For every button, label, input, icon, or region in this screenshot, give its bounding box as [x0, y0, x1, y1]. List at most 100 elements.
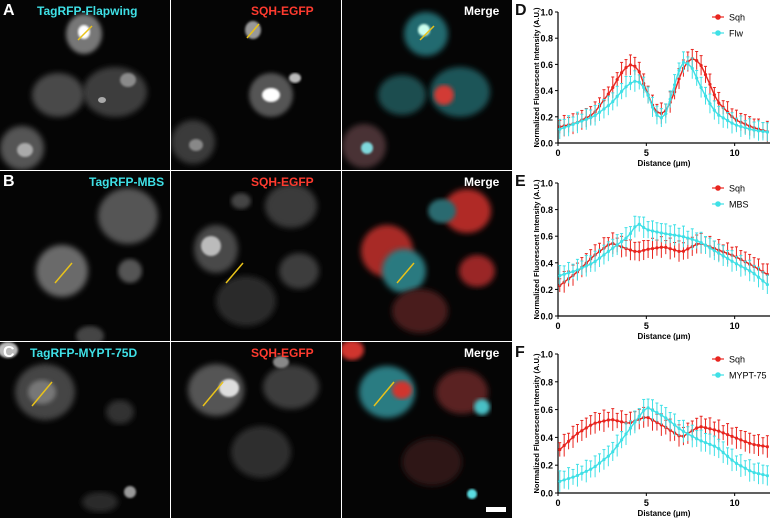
data-point — [646, 228, 650, 232]
data-point — [668, 419, 672, 424]
legend-entry: Sqh — [729, 184, 745, 194]
panel-b-merge: Merge — [342, 171, 512, 341]
data-point — [765, 474, 769, 478]
y-tick-label: 1.0 — [540, 350, 553, 360]
data-point — [717, 429, 721, 433]
y-tick-label: 0.2 — [540, 285, 553, 295]
x-axis-label: Distance (μm) — [638, 159, 691, 168]
panel-a-flapwing: A TagRFP-Flapwing — [0, 0, 170, 170]
data-point — [690, 237, 694, 241]
data-point — [752, 128, 756, 132]
label-merge-c: Merge — [464, 346, 500, 360]
data-point — [668, 97, 672, 101]
x-tick-label: 10 — [730, 498, 740, 508]
data-point — [730, 458, 734, 462]
data-point — [611, 450, 615, 454]
chart-f-svg: 0.0 0.2 0.4 0.6 0.8 1.0 0 5 10 Distance (μm) Norma… — [532, 350, 770, 518]
data-point — [580, 471, 584, 476]
data-point — [765, 445, 769, 449]
data-point — [593, 421, 597, 425]
data-point — [575, 473, 580, 478]
data-point — [589, 116, 593, 120]
data-point — [761, 444, 765, 448]
data-point — [646, 93, 650, 97]
data-point — [739, 438, 743, 442]
data-point — [611, 85, 615, 90]
data-point — [584, 469, 588, 473]
data-point — [597, 256, 602, 260]
data-point — [673, 423, 677, 427]
x-tick-label: 10 — [730, 148, 740, 158]
scale-bar — [486, 507, 506, 512]
data-point — [633, 79, 637, 83]
data-point — [673, 83, 677, 87]
data-point — [756, 472, 761, 476]
y-axis-label: Normalized Fluorescent Intensity (A.U.) — [532, 179, 541, 320]
data-point — [681, 235, 686, 239]
x-axis-label: Distance (μm) — [638, 332, 691, 341]
data-point — [650, 408, 655, 412]
panel-letter-d: D — [515, 2, 527, 19]
data-point — [615, 419, 619, 423]
label-tagrfp-mypt-75d: TagRFP-MYPT-75D — [30, 346, 138, 360]
micrograph-b1 — [36, 188, 158, 341]
data-point — [730, 259, 734, 263]
data-point — [721, 116, 725, 120]
data-point — [761, 129, 765, 134]
data-point — [628, 426, 633, 430]
data-point — [708, 246, 712, 250]
data-point — [703, 73, 708, 77]
data-point — [589, 423, 593, 427]
panel-b-mbs: B TagRFP-MBS — [0, 171, 170, 341]
data-point — [712, 93, 716, 97]
data-point — [730, 121, 734, 125]
data-point — [712, 108, 716, 112]
panel-b-sqh: SQH-EGFP — [171, 171, 341, 341]
data-point — [584, 264, 588, 268]
data-point — [637, 80, 641, 84]
data-point — [695, 239, 699, 243]
label-sqh-egfp-a: SQH-EGFP — [251, 4, 314, 18]
y-tick-label: 0.0 — [540, 139, 553, 149]
micrograph-b3 — [361, 189, 495, 333]
label-sqh-egfp-c: SQH-EGFP — [251, 346, 314, 360]
y-tick-label: 0.4 — [540, 433, 553, 443]
data-point — [739, 264, 743, 268]
data-point — [690, 434, 694, 438]
y-tick-label: 0.4 — [540, 86, 553, 96]
legend-entry: MBS — [729, 200, 749, 210]
data-point — [602, 419, 606, 423]
data-point — [611, 418, 615, 422]
y-tick-label: 0.8 — [540, 34, 553, 44]
data-point — [756, 443, 761, 447]
micrograph-a1 — [0, 14, 147, 170]
series-mypt-75 — [558, 398, 769, 492]
data-point — [686, 236, 690, 240]
data-point — [606, 249, 610, 254]
panel-letter-c: C — [3, 344, 15, 361]
data-point — [699, 240, 703, 245]
data-point — [695, 59, 699, 63]
y-tick-label: 0.8 — [540, 205, 553, 215]
data-point — [620, 239, 624, 244]
data-point — [633, 249, 637, 253]
data-point — [655, 113, 659, 117]
data-point — [708, 427, 712, 431]
data-point — [761, 473, 765, 477]
data-point — [642, 225, 646, 230]
data-point — [615, 243, 619, 247]
y-axis-label: Normalized Fluorescent Intensity (A.U.) — [532, 353, 541, 494]
data-point — [620, 420, 624, 424]
data-point — [756, 275, 761, 279]
data-point — [567, 124, 571, 128]
data-point — [734, 262, 739, 266]
data-point — [743, 126, 747, 130]
data-point — [690, 66, 694, 70]
data-point — [739, 124, 743, 129]
label-merge-a: Merge — [464, 4, 500, 18]
data-point — [606, 454, 610, 458]
legend-entry: Flw — [729, 29, 743, 39]
data-point — [695, 76, 699, 80]
data-point — [571, 435, 575, 439]
data-point — [602, 107, 606, 111]
